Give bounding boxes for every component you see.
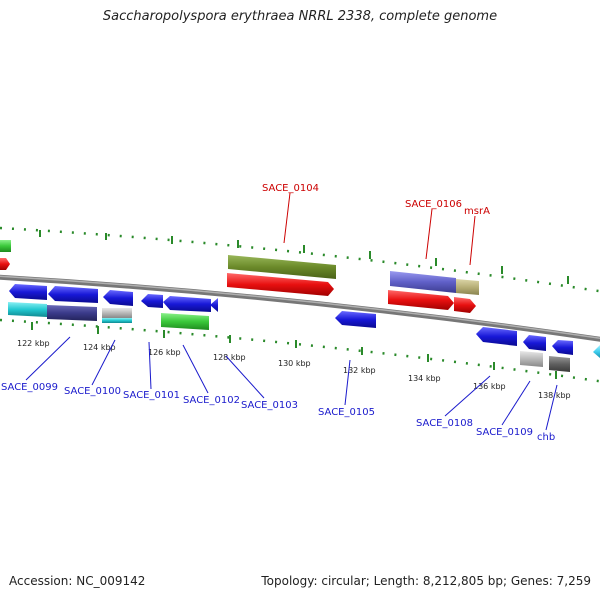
gene-partial-red[interactable] (0, 258, 10, 270)
gene-label[interactable]: SACE_0109 (476, 427, 533, 438)
ruler-label: 128 kbp (213, 353, 246, 362)
gene-sace-0104[interactable] (227, 273, 334, 296)
gene-partial-lightblue[interactable] (593, 345, 600, 358)
gene-sace-0101-gray[interactable] (102, 308, 132, 318)
gene-sace-0104-olive[interactable] (228, 255, 336, 279)
ruler-label: 122 kbp (17, 339, 50, 348)
gene-label[interactable]: SACE_0100 (64, 386, 121, 397)
ruler-label: 126 kbp (148, 348, 181, 357)
gene-sace-0100-navy[interactable] (47, 305, 97, 321)
gene-sace-0106[interactable] (388, 290, 454, 310)
gene-label[interactable]: chb (537, 432, 555, 443)
gene-sace-0102[interactable] (163, 296, 211, 312)
gene-sace-0103-small[interactable] (210, 298, 218, 312)
gene-label[interactable]: SACE_0103 (241, 400, 298, 411)
gene-sace-0108[interactable] (476, 327, 517, 346)
gene-sace-0100[interactable] (48, 286, 98, 303)
gene-partial-green[interactable] (0, 240, 11, 252)
ruler-label: 132 kbp (343, 366, 376, 375)
accession-text: Accession: NC_009142 (9, 574, 146, 588)
ruler-label: 130 kbp (278, 359, 311, 368)
genome-backbone-highlight (0, 275, 600, 340)
gene-label[interactable]: SACE_0105 (318, 407, 375, 418)
ruler-label: 124 kbp (83, 343, 116, 352)
genome-backbone (0, 274, 600, 342)
gene-sace-0101-cyan[interactable] (102, 318, 132, 323)
gene-label[interactable]: msrA (464, 206, 490, 217)
topology-text: Topology: circular; Length: 8,212,805 bp… (261, 574, 591, 588)
forward-genes (0, 240, 479, 313)
top-leader-lines (283, 192, 476, 266)
gene-msra[interactable] (454, 297, 476, 313)
gene-chb-blue[interactable] (552, 340, 573, 355)
gene-sace-0109-blue[interactable] (523, 335, 546, 351)
ruler-label: 136 kbp (473, 382, 506, 391)
gene-sace-0101[interactable] (103, 290, 133, 306)
gene-sace-0105[interactable] (335, 311, 376, 328)
gene-chb[interactable] (549, 356, 570, 372)
reverse-genes (8, 284, 600, 372)
ruler-label: 134 kbp (408, 374, 441, 383)
gene-sace-0099[interactable] (9, 284, 47, 300)
gene-label[interactable]: SACE_0101 (123, 390, 180, 401)
top-gene-labels: SACE_0104 SACE_0106 msrA (262, 183, 490, 217)
gene-sace-0102-green[interactable] (161, 313, 209, 330)
gene-label[interactable]: SACE_0099 (1, 382, 58, 393)
lower-tick-track (0, 318, 600, 383)
gene-sace-0106-purple[interactable] (390, 271, 456, 293)
gene-label[interactable]: SACE_0106 (405, 199, 462, 210)
gene-label[interactable]: SACE_0108 (416, 418, 473, 429)
gene-label[interactable]: SACE_0102 (183, 395, 240, 406)
bottom-gene-labels: SACE_0099 SACE_0100 SACE_0101 SACE_0102 … (1, 382, 555, 443)
gene-msra-khaki[interactable] (456, 279, 479, 295)
gene-sace-0102-small[interactable] (141, 294, 163, 308)
map-title: Saccharopolyspora erythraea NRRL 2338, c… (102, 9, 498, 24)
gene-sace-0109[interactable] (520, 351, 543, 367)
upper-tick-track (0, 226, 600, 293)
gene-label[interactable]: SACE_0104 (262, 183, 319, 194)
bottom-leader-lines (25, 336, 558, 431)
gene-sace-0099-cyan[interactable] (8, 302, 47, 317)
